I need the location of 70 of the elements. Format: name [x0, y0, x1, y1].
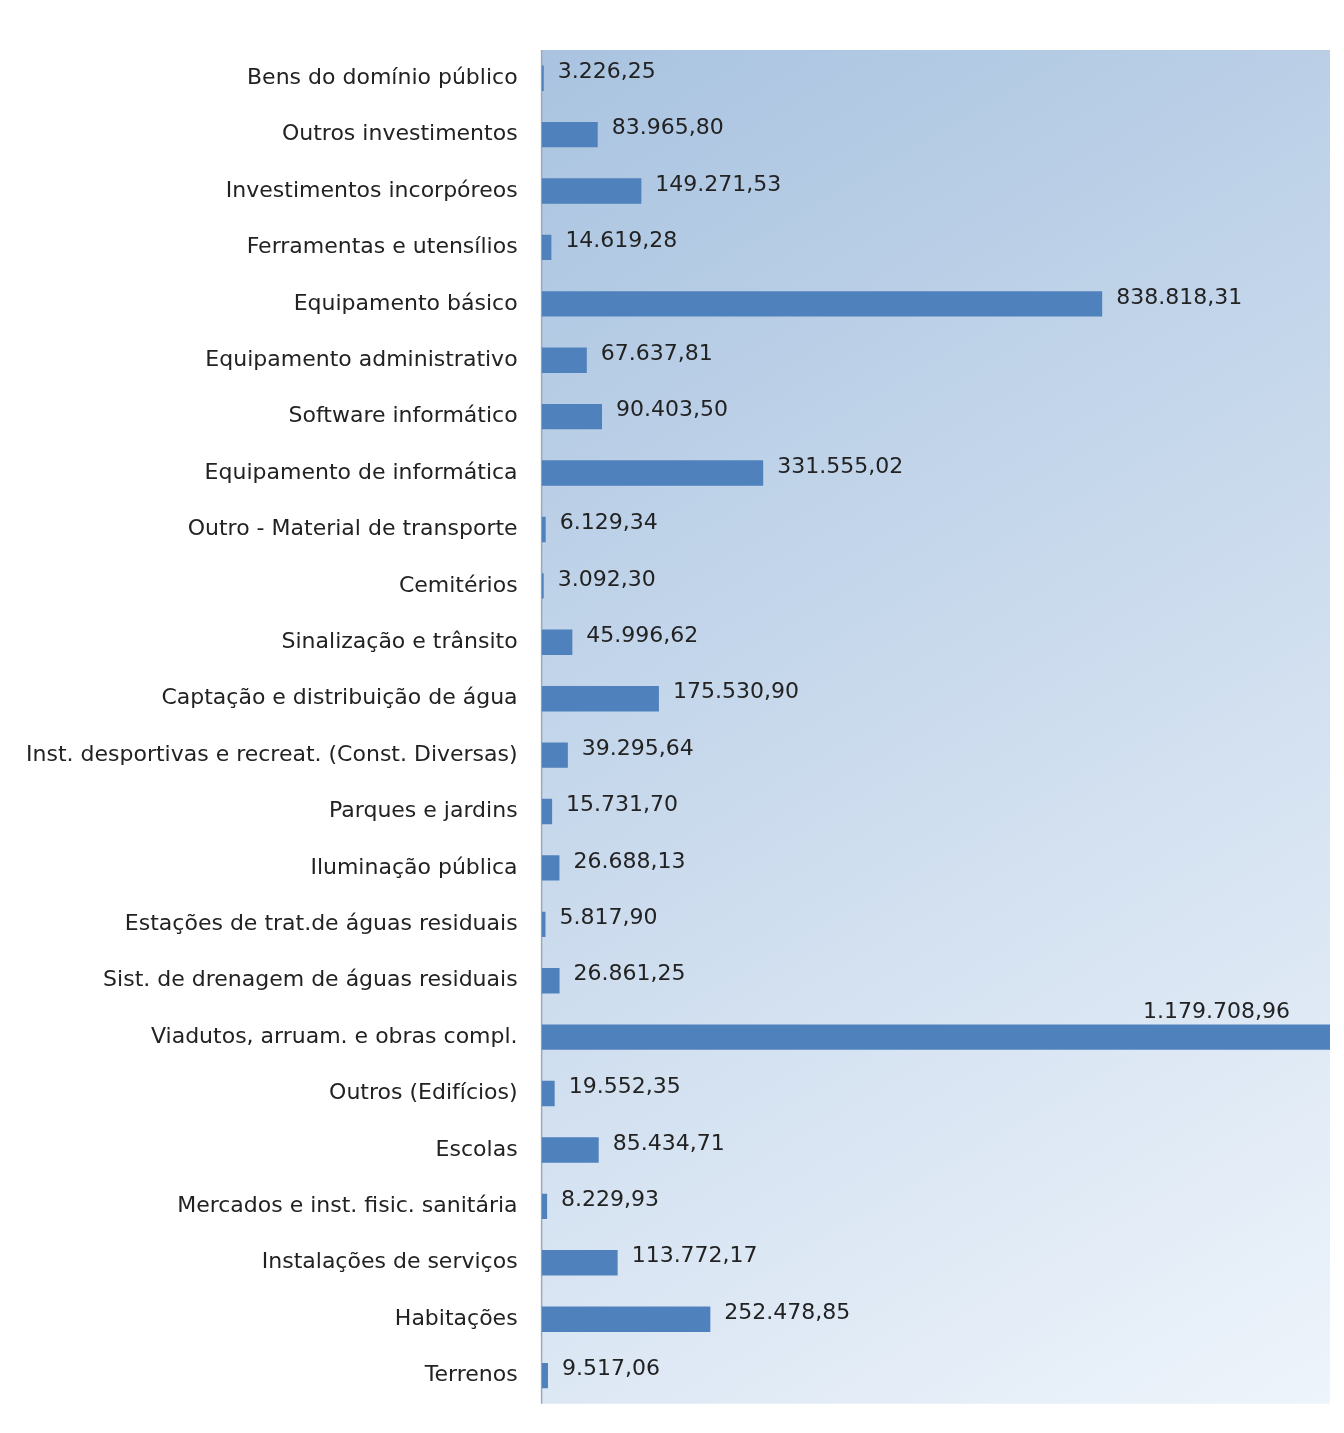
y-tick-label: Bens do domínio público: [247, 63, 518, 89]
data-label: 14.619,28: [565, 227, 678, 253]
data-label: 1.179.708,96: [1143, 997, 1290, 1023]
data-label: 6.129,34: [559, 509, 658, 535]
data-label: 19.552,35: [568, 1073, 681, 1099]
y-tick-label: Equipamento básico: [293, 289, 518, 315]
y-tick-label: Cemitérios: [398, 571, 518, 597]
bar: [541, 1137, 599, 1163]
y-tick-label: Iluminação pública: [310, 853, 518, 879]
bar: [541, 968, 560, 994]
bar: [541, 742, 568, 768]
bar: [541, 234, 552, 261]
bar: [541, 178, 642, 204]
data-label: 39.295,64: [581, 734, 694, 760]
y-tick-label: Estações de trat.de águas residuais: [124, 910, 518, 936]
data-label: 67.637,81: [600, 339, 713, 365]
data-label: 26.688,13: [573, 847, 686, 873]
bar: [541, 516, 546, 543]
data-label: 252.478,85: [724, 1298, 851, 1324]
y-tick-label: Mercados e inst. fisic. sanitária: [177, 1192, 518, 1218]
y-tick-label: Outros investimentos: [281, 120, 518, 146]
bar: [541, 65, 544, 91]
bar: [541, 629, 573, 655]
data-label: 83.965,80: [611, 114, 724, 140]
data-label: 149.271,53: [655, 170, 782, 196]
y-tick-label: Investimentos incorpóreos: [225, 176, 518, 202]
bar: [541, 347, 587, 373]
bar: [541, 460, 764, 486]
y-tick-label: Habitações: [394, 1304, 518, 1330]
data-label: 15.731,70: [566, 791, 679, 817]
y-tick-label: Ferramentas e utensílios: [246, 233, 518, 259]
y-tick-label: Captação e distribuição de água: [161, 684, 518, 710]
data-label: 113.772,17: [631, 1242, 758, 1268]
data-label: 26.861,25: [573, 960, 686, 986]
data-label: 3.226,25: [557, 57, 656, 83]
data-label: 3.092,30: [557, 565, 656, 591]
bar: [541, 798, 553, 825]
bar: [541, 403, 603, 430]
bar: [541, 855, 560, 881]
data-label: 838.818,31: [1116, 283, 1243, 309]
bar: [541, 573, 544, 599]
data-label: 331.555,02: [777, 452, 904, 478]
bar: [541, 121, 598, 148]
bar: [541, 1306, 711, 1332]
data-label: 5.817,90: [559, 904, 658, 930]
y-tick-label: Outros (Edifícios): [329, 1079, 518, 1105]
data-label: 9.517,06: [561, 1355, 660, 1381]
data-label: 8.229,93: [561, 1186, 660, 1212]
y-tick-label: Software informático: [288, 402, 518, 428]
y-tick-label: Equipamento administrativo: [205, 345, 518, 371]
y-tick-label: Equipamento de informática: [204, 458, 518, 484]
y-tick-label: Escolas: [435, 1135, 518, 1161]
data-label: 45.996,62: [586, 622, 699, 648]
data-label: 90.403,50: [616, 396, 728, 422]
y-tick-label: Viadutos, arruam. e obras compl.: [150, 1022, 518, 1048]
y-tick-label: Sinalização e trânsito: [281, 628, 518, 654]
y-tick-label: Outro - Material de transporte: [187, 515, 518, 541]
data-label: 175.530,90: [672, 678, 799, 704]
bar: [541, 1362, 548, 1389]
bar: [541, 1080, 555, 1107]
y-tick-label: Terrenos: [423, 1361, 518, 1387]
bar: [541, 1250, 618, 1276]
y-tick-label: Sist. de drenagem de águas residuais: [103, 966, 518, 992]
bar: [541, 291, 1103, 317]
y-tick-label: Inst. desportivas e recreat. (Const. Diversas): [26, 740, 518, 766]
y-tick-label: Instalações de serviços: [261, 1248, 518, 1274]
bar: [541, 1024, 1330, 1050]
bar: [541, 686, 659, 712]
data-label: 85.434,71: [612, 1129, 725, 1155]
y-tick-label: Parques e jardins: [329, 797, 518, 823]
